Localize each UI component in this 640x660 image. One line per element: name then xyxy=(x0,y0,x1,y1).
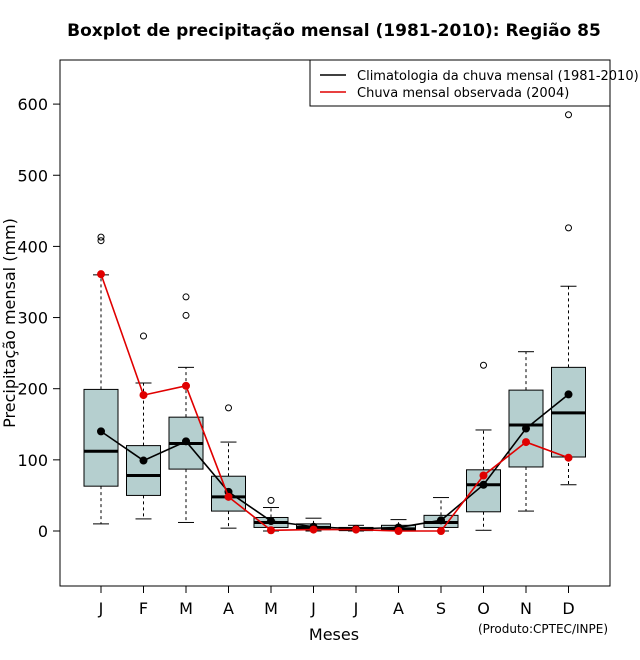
outlier-point xyxy=(182,311,190,319)
outlier-point xyxy=(225,404,232,412)
outlier-point xyxy=(140,332,147,340)
series-point xyxy=(479,480,488,489)
x-tick-label-1: F xyxy=(139,599,148,618)
y-tick-label-4: 400 xyxy=(17,237,48,256)
x-tick-label-8: S xyxy=(436,599,446,618)
series-point xyxy=(564,453,573,462)
outlier-point xyxy=(97,237,105,245)
x-tick-label-0: J xyxy=(98,599,104,618)
outlier-point xyxy=(480,361,487,369)
x-axis-label: Meses xyxy=(309,625,359,644)
series-point xyxy=(522,424,530,433)
y-axis-label: Precipitação mensal (mm) xyxy=(0,218,19,428)
y-tick-label-2: 200 xyxy=(17,380,48,399)
x-tick-label-9: O xyxy=(477,599,490,618)
x-tick-label-6: J xyxy=(353,599,359,618)
outlier-point xyxy=(97,233,105,241)
box-0 xyxy=(83,233,119,525)
series-point xyxy=(352,525,360,534)
series-point xyxy=(182,381,190,390)
box-9 xyxy=(466,361,501,531)
y-tick-label-5: 500 xyxy=(17,166,48,185)
y-tick-label-0: 0 xyxy=(38,522,48,541)
outlier-point xyxy=(565,224,572,232)
series-line xyxy=(100,273,569,532)
series-point xyxy=(182,437,190,446)
series-point xyxy=(437,516,445,525)
iqr-box xyxy=(83,388,119,487)
x-tick-label-7: A xyxy=(393,599,404,618)
series-point xyxy=(224,492,233,501)
x-tick-label-2: M xyxy=(179,599,193,618)
series-line xyxy=(100,393,570,530)
x-tick-label-3: A xyxy=(223,599,234,618)
outlier-point xyxy=(182,293,190,301)
series-point xyxy=(267,517,275,526)
series-point xyxy=(479,471,488,480)
series-lines xyxy=(97,270,573,535)
series-point xyxy=(267,526,275,535)
outlier-point xyxy=(267,496,275,504)
box-1 xyxy=(126,332,161,520)
iqr-box xyxy=(126,445,161,496)
y-tick-label-6: 600 xyxy=(17,95,48,114)
series-point xyxy=(139,391,148,400)
series-point xyxy=(437,527,445,535)
box-2 xyxy=(168,293,204,523)
legend: Climatologia da chuva mensal (1981-2010)… xyxy=(309,59,639,107)
chart-title: Boxplot de precipitação mensal (1981-201… xyxy=(67,21,601,41)
legend-box xyxy=(309,59,611,107)
boxes xyxy=(83,111,586,532)
plot-frame xyxy=(59,59,611,587)
series-point xyxy=(139,456,148,465)
series-point xyxy=(522,438,530,447)
x-tick-label-11: D xyxy=(562,599,574,618)
series-point xyxy=(309,525,318,534)
outlier-point xyxy=(565,111,572,119)
x-tick-label-4: M xyxy=(264,599,278,618)
x-tick-label-5: J xyxy=(310,599,316,618)
y-axis: 0 100 200 300 400 500 600 xyxy=(17,95,60,541)
box-11 xyxy=(551,111,586,486)
legend-label-1: Chuva mensal observada (2004) xyxy=(357,86,569,101)
y-tick-label-1: 100 xyxy=(17,451,48,470)
box-10 xyxy=(508,351,544,512)
series-1 xyxy=(97,270,573,535)
series-point xyxy=(97,427,105,436)
box-4 xyxy=(253,496,289,532)
credit-text: (Produto:CPTEC/INPE) xyxy=(478,622,608,636)
legend-label-0: Climatologia da chuva mensal (1981-2010) xyxy=(357,69,639,84)
series-point xyxy=(394,527,403,535)
series-point xyxy=(564,390,573,399)
series-point xyxy=(97,270,105,279)
x-tick-label-10: N xyxy=(520,599,532,618)
y-tick-label-3: 300 xyxy=(17,309,48,328)
